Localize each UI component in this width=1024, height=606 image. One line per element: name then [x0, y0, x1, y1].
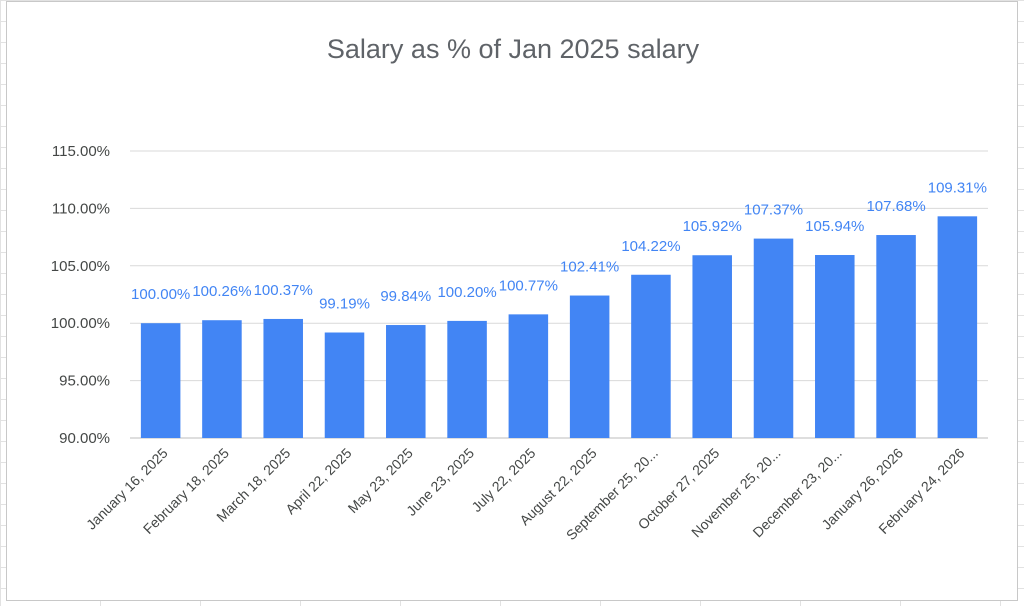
bar[interactable] [876, 235, 916, 438]
bar[interactable] [631, 274, 671, 438]
data-label: 104.22% [621, 238, 680, 255]
data-label: 107.37% [744, 202, 803, 219]
bar[interactable] [569, 295, 610, 438]
bar[interactable] [815, 255, 855, 438]
y-tick-label: 100.00% [51, 315, 110, 332]
bar[interactable] [508, 314, 549, 438]
data-label: 102.41% [560, 259, 619, 276]
bar[interactable] [937, 216, 978, 438]
x-tick-label: April 22, 2025 [282, 445, 355, 518]
bar[interactable] [140, 323, 181, 438]
data-label: 100.77% [499, 277, 558, 294]
data-labels: 100.00% 100.26% 100.37% 99.19% 99.84% 100.20%… [131, 179, 987, 312]
data-label: 99.19% [319, 295, 370, 312]
data-label: 105.92% [683, 218, 742, 235]
chart-title: Salary as % of Jan 2025 salary [327, 34, 700, 64]
data-label: 107.68% [866, 198, 925, 215]
bar[interactable] [324, 332, 365, 438]
data-label: 100.26% [192, 283, 251, 300]
bar[interactable] [386, 325, 426, 438]
y-axis-ticks: 90.00% 95.00% 100.00% 105.00% 110.00% 115.00% [51, 143, 110, 447]
y-tick-label: 115.00% [52, 143, 110, 160]
y-tick-label: 90.00% [59, 430, 110, 447]
data-label: 105.94% [805, 218, 864, 235]
bar[interactable] [202, 320, 242, 438]
y-tick-label: 110.00% [52, 200, 110, 217]
data-label: 109.31% [928, 179, 987, 196]
bars [140, 216, 978, 438]
bar[interactable] [692, 255, 732, 438]
bar[interactable] [753, 238, 794, 438]
bar[interactable] [263, 318, 303, 438]
y-tick-label: 105.00% [51, 258, 110, 275]
bar[interactable] [447, 320, 487, 438]
y-tick-label: 95.00% [59, 373, 110, 390]
data-label: 100.00% [131, 286, 190, 303]
data-label: 100.20% [437, 284, 496, 301]
data-label: 99.84% [380, 288, 431, 305]
data-label: 100.37% [254, 282, 313, 299]
